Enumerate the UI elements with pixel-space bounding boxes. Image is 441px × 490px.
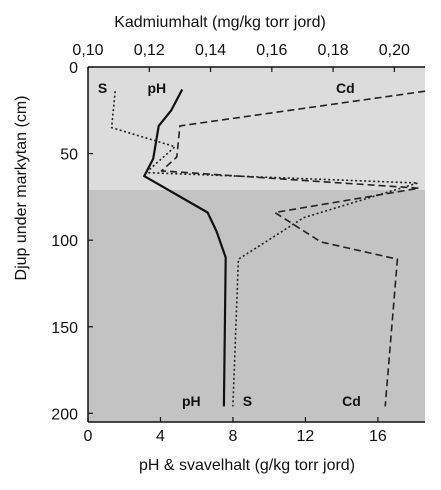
top-tick-label: 0,20 <box>379 42 410 59</box>
soil-layer-bands <box>88 67 425 422</box>
top-tick-label: 0,18 <box>318 42 349 59</box>
series-lines <box>110 88 426 407</box>
bottom-tick-label: 4 <box>156 428 165 445</box>
top-tick-label: 0,14 <box>195 42 226 59</box>
y-tick-label: 50 <box>60 147 78 164</box>
plot-frame <box>87 66 425 423</box>
top-tick-label: 0,16 <box>256 42 287 59</box>
axis-ticks: 0,10 0,12 0,14 0,16 0,18 0,20 0 4 8 12 16 0 50 100 150… <box>51 42 410 445</box>
y-tick-label: 200 <box>51 406 78 423</box>
series-line-cd <box>160 90 426 407</box>
series-label-cd: Cd <box>342 393 361 409</box>
y-tick-label: 150 <box>51 320 78 337</box>
series-label-s: S <box>243 393 252 409</box>
bottom-tick-label: 0 <box>84 428 93 445</box>
top-tick-label: 0,10 <box>72 42 103 59</box>
bottom-axis-title: pH & svavelhalt (g/kg torr jord) <box>139 457 355 474</box>
layer-band-1 <box>88 67 425 190</box>
layer-band-2 <box>88 189 425 422</box>
y-axis-title: Djup under markytan (cm) <box>13 96 30 281</box>
bottom-tick-label: 16 <box>369 428 387 445</box>
top-axis-title: Kadmiumhalt (mg/kg torr jord) <box>114 14 326 31</box>
series-label-cd: Cd <box>336 80 355 96</box>
series-line-ph <box>143 88 227 407</box>
y-tick-label: 100 <box>51 233 78 250</box>
series-label-ph: pH <box>148 80 167 96</box>
series-label-s: S <box>98 80 107 96</box>
y-tick-label: 0 <box>69 60 78 77</box>
series-label-ph: pH <box>182 393 201 409</box>
top-tick-label: 0,12 <box>134 42 165 59</box>
bottom-tick-label: 8 <box>228 428 237 445</box>
bottom-tick-label: 12 <box>297 428 315 445</box>
